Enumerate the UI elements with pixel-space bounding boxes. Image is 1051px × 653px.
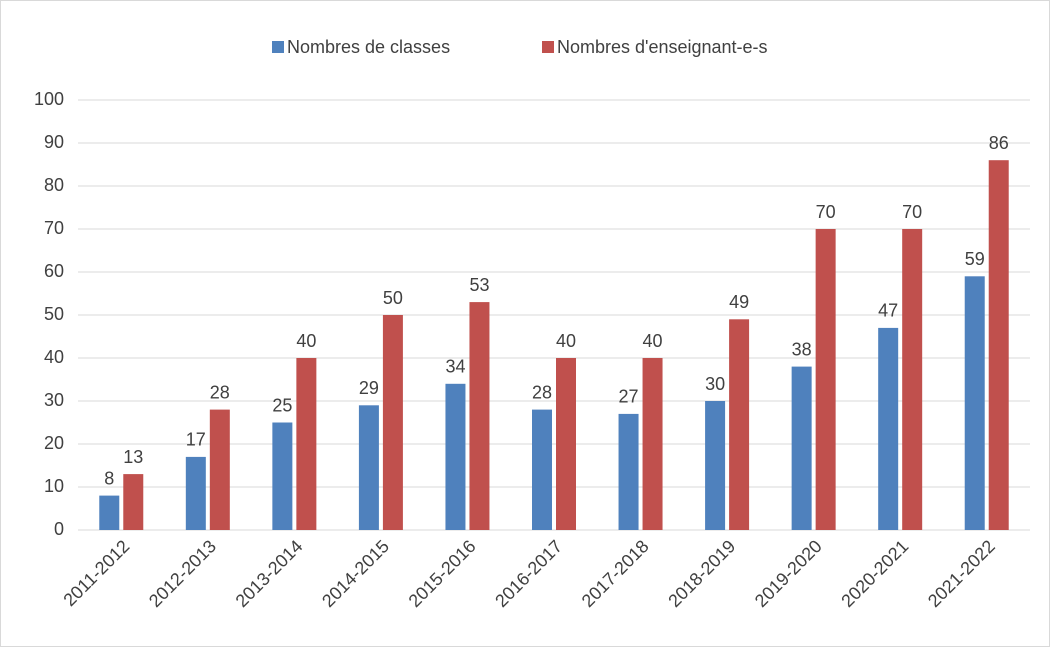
y-tick-label: 100 [34,89,64,109]
data-label: 34 [445,357,465,377]
y-tick-label: 30 [44,390,64,410]
data-label: 86 [989,133,1009,153]
y-tick-label: 20 [44,433,64,453]
bar [791,366,812,530]
data-label: 28 [210,382,230,402]
data-label: 29 [359,378,379,398]
y-tick-label: 0 [54,519,64,539]
bar [988,160,1009,530]
bar [382,315,403,530]
bar [445,383,466,530]
data-label: 8 [104,468,114,488]
data-label: 17 [186,430,206,450]
data-label: 40 [556,331,576,351]
data-label: 53 [469,275,489,295]
data-label: 25 [272,395,292,415]
bar [532,409,552,530]
bar [878,327,899,530]
bar [642,358,663,530]
bar [618,413,639,530]
bar [705,401,726,530]
legend-label: Nombres de classes [287,37,450,57]
bar [296,358,317,530]
bar [815,229,836,530]
data-label: 70 [902,202,922,222]
data-label: 59 [965,249,985,269]
data-label: 40 [643,331,663,351]
data-label: 49 [729,292,749,312]
y-tick-label: 40 [44,347,64,367]
bar [358,405,379,530]
legend-swatch [542,41,554,53]
data-label: 27 [619,387,639,407]
data-label: 40 [296,331,316,351]
bar [272,422,293,530]
y-tick-label: 50 [44,304,64,324]
legend-label: Nombres d'enseignant-e-s [557,37,768,57]
legend-swatch [272,41,284,53]
bar [902,229,923,530]
y-tick-label: 60 [44,261,64,281]
bar [964,276,985,530]
y-tick-label: 80 [44,175,64,195]
data-label: 13 [123,447,143,467]
y-tick-label: 90 [44,132,64,152]
data-label: 30 [705,374,725,394]
bar [729,319,750,530]
bar [469,302,490,530]
bar [185,456,206,530]
data-label: 50 [383,288,403,308]
y-tick-label: 70 [44,218,64,238]
bar [123,474,144,530]
data-label: 28 [532,382,552,402]
y-tick-label: 10 [44,476,64,496]
bar [556,358,576,530]
data-label: 70 [816,202,836,222]
data-label: 47 [878,301,898,321]
bar [99,495,120,530]
bar [209,409,230,530]
data-label: 38 [792,339,812,359]
